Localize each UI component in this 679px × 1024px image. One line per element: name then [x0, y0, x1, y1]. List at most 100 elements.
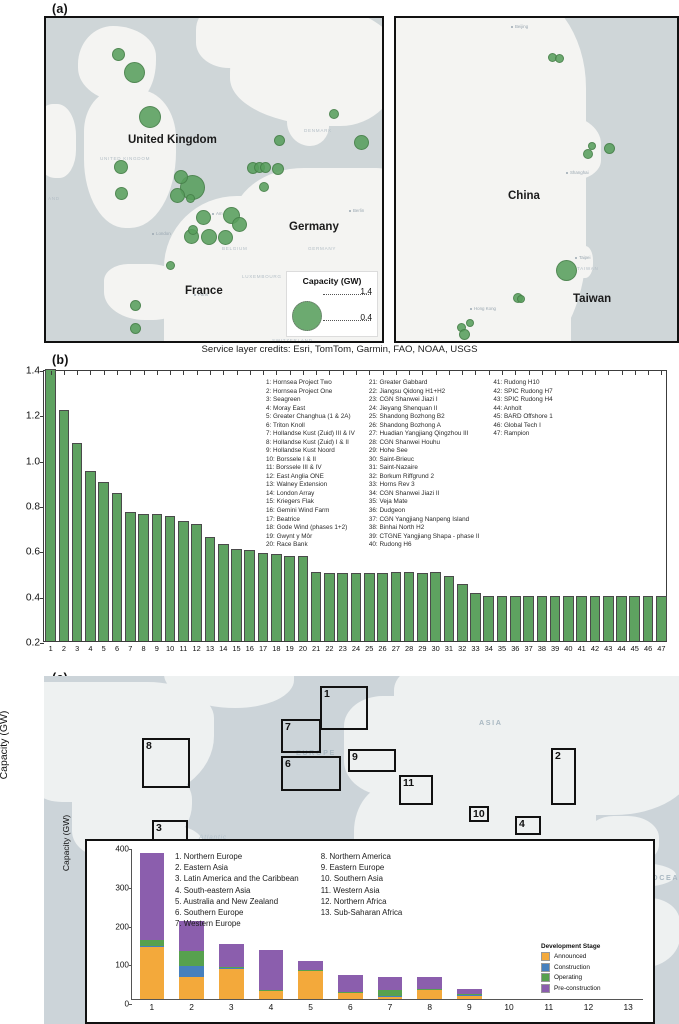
bar[interactable] — [483, 595, 495, 641]
bar[interactable] — [271, 553, 282, 641]
legend-row[interactable]: Construction — [541, 962, 647, 972]
wind-farm-bubble[interactable] — [329, 109, 339, 119]
bar[interactable] — [310, 571, 322, 641]
wind-farm-bubble[interactable] — [201, 229, 217, 245]
bar[interactable] — [337, 573, 349, 641]
wind-farm-bubble[interactable] — [555, 54, 564, 63]
bar[interactable] — [602, 595, 614, 641]
bar[interactable] — [656, 595, 667, 641]
bar[interactable] — [124, 511, 136, 641]
region-box-4[interactable]: 4 — [515, 816, 541, 835]
wind-farm-bubble[interactable] — [186, 194, 195, 203]
bar[interactable] — [642, 595, 654, 641]
wind-farm-bubble[interactable] — [583, 149, 593, 159]
region-box-7[interactable]: 7 — [281, 719, 321, 753]
map-europe-offshore-wind[interactable]: UNITED KINGDOM DENMARK GERMANY BELGIUM L… — [44, 16, 384, 343]
bar[interactable] — [138, 514, 149, 641]
bar[interactable] — [350, 573, 362, 641]
bar[interactable] — [616, 595, 627, 641]
bar[interactable] — [377, 573, 388, 641]
bar[interactable] — [191, 524, 202, 641]
wind-farm-bubble[interactable] — [218, 230, 233, 245]
wind-farm-bubble[interactable] — [170, 188, 185, 203]
bar[interactable] — [324, 573, 335, 641]
bar[interactable] — [231, 549, 242, 641]
wind-farm-bubble[interactable] — [459, 329, 470, 340]
bar[interactable] — [417, 573, 428, 641]
wind-farm-bubble[interactable] — [115, 187, 128, 200]
legend-row[interactable]: Pre-construction — [541, 983, 647, 993]
region-box-11[interactable]: 11 — [399, 775, 433, 805]
stacked-bar[interactable] — [139, 853, 165, 999]
bar[interactable] — [589, 595, 601, 641]
bar[interactable] — [390, 571, 402, 641]
bar[interactable] — [257, 552, 269, 641]
region-box-6[interactable]: 6 — [281, 756, 341, 791]
wind-farm-bubble[interactable] — [232, 217, 247, 232]
map-world-regions[interactable]: EUROPE ASIA AFRICA AUSTRALIA OCEANIA Atl… — [44, 676, 679, 1024]
stacked-bar[interactable] — [417, 976, 442, 999]
wind-farm-bubble[interactable] — [259, 182, 269, 192]
wind-farm-bubble[interactable] — [260, 162, 271, 173]
bar[interactable] — [45, 369, 56, 641]
bar[interactable] — [297, 556, 309, 641]
wind-farm-bubble[interactable] — [466, 319, 474, 327]
bar[interactable] — [496, 595, 508, 641]
wind-farm-bubble[interactable] — [130, 300, 141, 311]
bar[interactable] — [204, 536, 216, 641]
stacked-bar[interactable] — [377, 976, 403, 999]
region-box-2[interactable]: 2 — [551, 748, 576, 805]
stacked-bar[interactable] — [457, 989, 482, 999]
region-box-10[interactable]: 10 — [469, 806, 489, 822]
region-box-8[interactable]: 8 — [142, 738, 190, 788]
bar[interactable] — [244, 550, 256, 641]
wind-farm-bubble[interactable] — [130, 323, 141, 334]
stacked-bar[interactable] — [338, 974, 363, 999]
legend-row[interactable]: Announced — [541, 952, 647, 961]
bar[interactable] — [523, 595, 534, 641]
bar[interactable] — [629, 595, 641, 641]
wind-farm-bubble[interactable] — [188, 225, 198, 235]
bar[interactable] — [164, 516, 176, 641]
bar[interactable] — [58, 409, 70, 641]
bar[interactable] — [430, 571, 441, 641]
stacked-bar[interactable] — [298, 961, 323, 999]
bar[interactable] — [549, 595, 561, 641]
region-box-9[interactable]: 9 — [348, 749, 396, 772]
wind-farm-bubble[interactable] — [556, 260, 577, 281]
bar[interactable] — [111, 492, 123, 641]
wind-farm-bubble[interactable] — [604, 143, 615, 154]
wind-farm-bubble[interactable] — [517, 295, 525, 303]
bar[interactable] — [403, 571, 415, 641]
bar[interactable] — [536, 595, 548, 641]
bar[interactable] — [363, 573, 375, 641]
stacked-bar[interactable] — [258, 950, 284, 999]
wind-farm-bubble[interactable] — [139, 106, 161, 128]
wind-farm-bubble[interactable] — [114, 160, 128, 174]
wind-farm-bubble[interactable] — [354, 135, 369, 150]
bar[interactable] — [443, 576, 455, 641]
wind-farm-bubble[interactable] — [196, 210, 211, 225]
bar[interactable] — [456, 584, 468, 641]
stacked-bar[interactable] — [179, 921, 204, 999]
wind-farm-bubble[interactable] — [174, 170, 188, 184]
bar[interactable] — [284, 556, 295, 641]
wind-farm-bubble[interactable] — [166, 261, 175, 270]
bar[interactable] — [151, 514, 163, 641]
bar[interactable] — [98, 482, 110, 641]
bar[interactable] — [217, 543, 229, 641]
region-box-1[interactable]: 1 — [320, 686, 368, 730]
legend-row[interactable]: Operating — [541, 973, 647, 982]
bar[interactable] — [178, 520, 189, 641]
stacked-bar[interactable] — [218, 944, 244, 999]
wind-farm-bubble[interactable] — [588, 142, 596, 150]
bar[interactable] — [71, 442, 83, 641]
wind-farm-bubble[interactable] — [112, 48, 125, 61]
wind-farm-bubble[interactable] — [124, 62, 145, 83]
bar[interactable] — [85, 471, 96, 641]
bar[interactable] — [470, 593, 481, 641]
map-china-offshore-wind[interactable]: TAIWAN Beijing Shanghai Hong Kong Taipei… — [394, 16, 679, 343]
wind-farm-bubble[interactable] — [274, 135, 285, 146]
wind-farm-bubble[interactable] — [272, 163, 284, 175]
bar[interactable] — [510, 595, 521, 641]
